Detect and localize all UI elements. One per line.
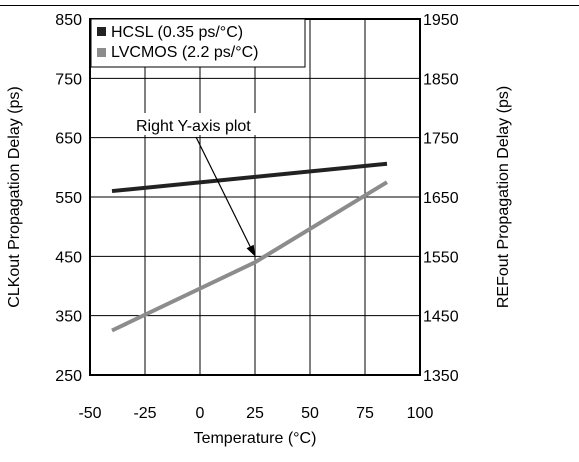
annotation-background: [128, 113, 291, 135]
annotation-label: Right Y-axis plot: [136, 118, 251, 135]
series-group: [111, 161, 389, 333]
left-y-tick-label: 250: [55, 368, 82, 385]
x-tick-label: -25: [133, 405, 156, 422]
annotation-arrowhead: [246, 244, 255, 257]
x-tick-label: 0: [196, 405, 205, 422]
right-y-tick-label: 1950: [423, 12, 459, 29]
right-y-tick-label: 1850: [423, 71, 459, 88]
tick-group: -50 -25 0 25 50 75 100 250 350 450 550 650 750 850 135…: [55, 12, 458, 422]
legend-label-hcsl: HCSL (0.35 ps/°C): [111, 24, 243, 41]
right-y-tick-label: 1350: [423, 368, 459, 385]
x-tick-label: 75: [356, 405, 374, 422]
x-tick-label: 50: [301, 405, 319, 422]
left-y-tick-label: 850: [55, 12, 82, 29]
right-y-tick-label: 1550: [423, 249, 459, 266]
right-y-tick-label: 1750: [423, 131, 459, 148]
x-tick-label: 100: [407, 405, 434, 422]
right-y-tick-label: 1450: [423, 309, 459, 326]
right-y-tick-label: 1650: [423, 190, 459, 207]
series-line-hcsl: [111, 161, 388, 194]
legend-label-lvcmos: LVCMOS (2.2 ps/°C): [111, 44, 258, 61]
annotation: Right Y-axis plot: [128, 113, 291, 257]
left-y-tick-label: 650: [55, 131, 82, 148]
left-y-tick-label: 750: [55, 71, 82, 88]
legend-swatch-hcsl: [97, 27, 106, 36]
legend-box: [90, 18, 306, 68]
left-y-axis-title: CLKout Propagation Delay (ps): [6, 86, 23, 307]
annotation-arrow: [195, 136, 251, 247]
legend: HCSL (0.35 ps/°C) LVCMOS (2.2 ps/°C): [90, 18, 306, 68]
x-axis-title: Temperature (°C): [194, 430, 317, 447]
grid: [90, 19, 420, 375]
left-y-tick-label: 350: [55, 309, 82, 326]
series-line-lvcmos: [111, 180, 389, 333]
right-y-axis-title: REFout Propagation Delay (ps): [495, 86, 512, 308]
legend-swatch-lvcmos: [97, 48, 106, 57]
x-tick-label: -50: [78, 405, 101, 422]
x-tick-label: 25: [246, 405, 264, 422]
left-y-tick-label: 550: [55, 190, 82, 207]
left-y-tick-label: 450: [55, 249, 82, 266]
